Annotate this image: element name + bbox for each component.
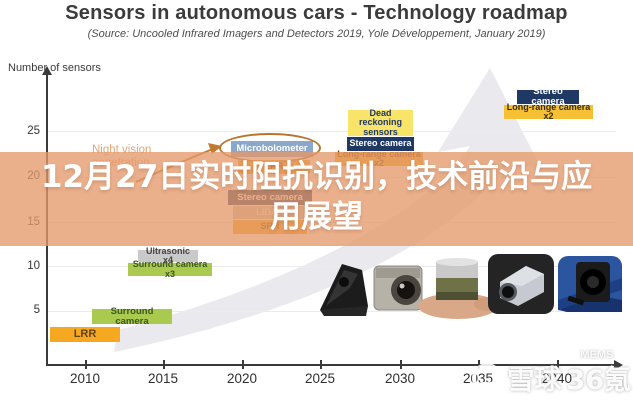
- lidar-on-hand-photo: [418, 258, 502, 319]
- radar-bracket-photo: [320, 264, 368, 316]
- badge-long-range-camera-2035: Long-range camera x2: [504, 102, 593, 121]
- y-axis-label: Number of sensors: [8, 62, 101, 74]
- badge-dead-reckoning-sensors: Dead reckoning sensors: [348, 108, 413, 136]
- badge-lrr-2010: LRR: [50, 327, 120, 342]
- x-tick-2030: 2030: [384, 371, 416, 386]
- badge-ultrasonic-x4: Ultrasonic x4: [138, 246, 198, 265]
- x-tick-2015: 2015: [147, 371, 179, 386]
- x-tick-2040: 2040: [541, 371, 573, 386]
- x-axis-arrowhead-icon: [614, 360, 623, 370]
- x-tick-2025: 2025: [304, 371, 336, 386]
- headline-overlay-band: 12月27日实时阻抗识别，技术前沿与应用展望: [0, 152, 633, 246]
- y-tick-5: 5: [33, 304, 40, 316]
- y-tick-10: 10: [27, 260, 40, 272]
- x-tickmark: [163, 360, 165, 369]
- page-title: Sensors in autonomous cars - Technology …: [65, 2, 568, 24]
- source-caption: (Source: Uncooled Infrared Imagers and D…: [87, 28, 546, 40]
- thermal-camera-photo: [488, 254, 554, 314]
- x-tickmark: [320, 360, 322, 369]
- blue-mounted-sensor-photo: [558, 256, 622, 312]
- watermark-brand-1: 雪球: [507, 365, 562, 396]
- x-axis-line: [46, 364, 616, 366]
- sensor-photos-row: [320, 254, 622, 319]
- badge-surround-camera: Surround camera: [92, 306, 172, 326]
- headline-text: 12月27日实时阻抗识别，技术前沿与应用展望: [40, 159, 593, 235]
- x-tick-2010: 2010: [69, 371, 101, 386]
- badge-stereo-camera-2035: Stereo camera: [517, 87, 579, 106]
- x-tickmark: [242, 360, 244, 369]
- gridline-10: [48, 266, 616, 267]
- camera-module-photo: [373, 265, 423, 311]
- badge-surround-camera-x3: Surround camera x3: [128, 259, 212, 278]
- x-tickmark: [400, 360, 402, 369]
- xueqiu-logo-icon: [472, 362, 503, 393]
- gridline-25: [48, 131, 616, 132]
- y-axis-arrowhead-icon: [42, 66, 52, 75]
- badge-stereo-camera-2025: Stereo camera: [347, 137, 414, 151]
- x-tick-2020: 2020: [226, 371, 258, 386]
- x-tickmark: [85, 360, 87, 369]
- watermark: 雪球 MEMS 36氪: [472, 349, 631, 397]
- y-tick-25: 25: [27, 125, 40, 137]
- watermark-brand-2: 36氪: [566, 365, 631, 396]
- watermark-mems-label: MEMS: [580, 349, 614, 361]
- x-tickmark: [557, 360, 559, 369]
